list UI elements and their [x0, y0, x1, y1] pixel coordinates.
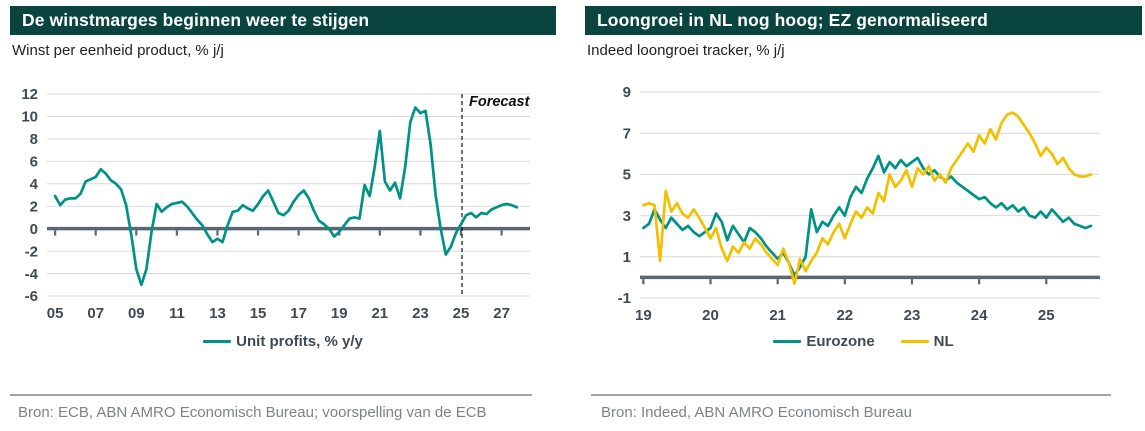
x-tick-label: 05 — [47, 305, 64, 322]
x-axis-tick — [175, 230, 178, 236]
y-tick-label: 3 — [623, 208, 631, 225]
right-chart-canvas: -1 1 3 5 7 9 19 20 21 22 23 24 25 — [618, 84, 1100, 324]
x-tick-label: 17 — [290, 305, 307, 322]
left-source-divider — [10, 394, 532, 396]
y-tick-label: 1 — [623, 249, 631, 266]
right-panel: Loongroei in NL nog hoog; EZ genormalise… — [585, 6, 1142, 421]
y-tick-label: 5 — [623, 167, 631, 184]
x-axis-tick — [500, 230, 503, 236]
x-axis-tick — [419, 230, 422, 236]
x-tick-label: 21 — [769, 307, 786, 324]
x-tick-label: 21 — [371, 305, 388, 322]
x-axis-tick — [459, 230, 463, 236]
x-axis-tick — [1045, 279, 1048, 285]
x-tick-label: 13 — [209, 305, 226, 322]
x-axis-tick — [776, 279, 779, 285]
x-tick-label: 20 — [702, 307, 719, 324]
y-tick-label: -2 — [25, 243, 38, 260]
legend-label: Unit profits, % y/y — [236, 332, 363, 350]
y-tick-label: 6 — [30, 154, 38, 171]
legend-line-swatch — [773, 339, 802, 343]
legend-line-swatch — [203, 339, 232, 343]
x-tick-label: 25 — [1038, 307, 1055, 324]
left-chart-legend: Unit profits, % y/y — [10, 332, 556, 350]
x-tick-label: 23 — [412, 305, 429, 322]
y-tick-label: 2 — [30, 198, 38, 215]
legend-line-swatch — [900, 339, 929, 343]
series-line-unit-profits-y-y — [53, 106, 519, 287]
x-axis-tick — [94, 230, 97, 236]
y-tick-label: 8 — [30, 131, 38, 148]
x-axis-tick — [978, 279, 981, 285]
y-tick-label: 12 — [21, 86, 38, 103]
x-tick-label: 24 — [971, 307, 988, 324]
y-tick-label: 7 — [623, 125, 631, 142]
y-tick-label: -4 — [25, 266, 39, 283]
y-tick-label: 9 — [623, 84, 631, 101]
x-tick-label: 23 — [904, 307, 921, 324]
x-tick-label: 09 — [128, 305, 145, 322]
right-source-divider — [591, 394, 1111, 396]
x-axis-tick — [843, 279, 846, 285]
left-panel: De winstmarges beginnen weer te stijgen … — [10, 6, 556, 421]
x-axis-tick — [297, 230, 300, 236]
right-chart-legend: Eurozone NL — [585, 332, 1142, 350]
legend-label: NL — [933, 332, 954, 350]
x-tick-label: 15 — [250, 305, 267, 322]
series-line-eurozone — [642, 154, 1093, 277]
x-tick-label: 19 — [635, 307, 652, 324]
x-tick-label: 19 — [331, 305, 348, 322]
x-axis-tick — [709, 279, 712, 285]
right-chart-title: Loongroei in NL nog hoog; EZ genormalise… — [585, 6, 1142, 35]
x-axis-tick — [54, 230, 57, 236]
left-chart-subtitle: Winst per eenheid product, % j/j — [12, 42, 224, 59]
y-tick-label: -6 — [25, 288, 38, 305]
right-chart-source: Bron: Indeed, ABN AMRO Economisch Bureau — [601, 404, 912, 421]
x-tick-label: 07 — [87, 305, 104, 322]
x-tick-label: 22 — [836, 307, 853, 324]
x-axis-tick — [642, 279, 645, 285]
x-tick-label: 25 — [453, 305, 470, 322]
legend-label: Eurozone — [806, 332, 875, 350]
x-tick-label: 11 — [169, 305, 185, 322]
y-tick-label: 10 — [21, 109, 38, 126]
y-tick-label: -1 — [618, 290, 631, 307]
y-tick-label: 4 — [30, 176, 39, 193]
x-axis-tick — [910, 279, 914, 285]
legend-item: NL — [900, 332, 954, 350]
x-tick-label: 27 — [493, 305, 510, 322]
x-axis-tick — [256, 230, 260, 236]
forecast-label: Forecast — [469, 94, 531, 110]
left-chart-canvas: -6 -4 -2 0 2 4 6 8 10 12 05 07 09 11 13 15 17 19 21 23 25 27 F… — [21, 86, 531, 322]
left-chart-source: Bron: ECB, ABN AMRO Economisch Bureau; v… — [18, 404, 487, 421]
series-line-nl — [642, 111, 1093, 285]
x-axis-tick — [135, 230, 138, 236]
legend-item: Eurozone — [773, 332, 875, 350]
left-chart-title: De winstmarges beginnen weer te stijgen — [10, 6, 556, 35]
x-axis-tick — [216, 230, 219, 236]
infographic-panels: De winstmarges beginnen weer te stijgen … — [10, 6, 1142, 421]
legend-item: Unit profits, % y/y — [203, 333, 363, 350]
x-axis-tick — [378, 230, 381, 236]
y-tick-label: 0 — [30, 221, 38, 238]
right-chart-subtitle: Indeed loongroei tracker, % j/j — [587, 42, 785, 59]
